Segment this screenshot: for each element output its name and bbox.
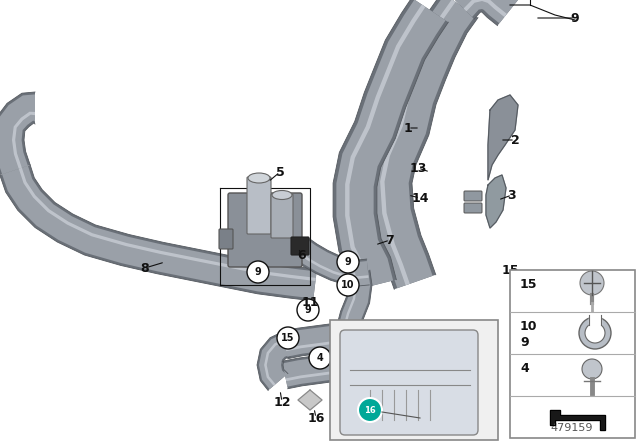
Polygon shape — [285, 341, 369, 355]
Circle shape — [585, 323, 605, 343]
Polygon shape — [282, 324, 384, 359]
Text: 9: 9 — [520, 336, 529, 349]
Text: 9: 9 — [305, 305, 312, 315]
Polygon shape — [380, 80, 395, 185]
Polygon shape — [550, 410, 605, 430]
Polygon shape — [292, 237, 369, 286]
Polygon shape — [486, 175, 506, 228]
Polygon shape — [259, 335, 289, 389]
Text: 15: 15 — [281, 333, 295, 343]
Circle shape — [247, 261, 269, 283]
Polygon shape — [283, 356, 382, 387]
Polygon shape — [463, 0, 507, 17]
Circle shape — [580, 271, 604, 295]
Text: 10: 10 — [341, 280, 355, 290]
Polygon shape — [338, 271, 370, 345]
Polygon shape — [368, 0, 478, 289]
Polygon shape — [285, 371, 369, 383]
Polygon shape — [333, 0, 448, 290]
Ellipse shape — [272, 190, 292, 199]
Text: 7: 7 — [386, 233, 394, 246]
Polygon shape — [365, 345, 391, 403]
FancyBboxPatch shape — [219, 229, 233, 249]
Polygon shape — [488, 95, 518, 180]
Polygon shape — [2, 166, 317, 298]
Text: 9: 9 — [344, 257, 351, 267]
Circle shape — [277, 327, 299, 349]
Text: 8: 8 — [141, 262, 149, 275]
Text: 16: 16 — [307, 412, 324, 425]
Text: 1: 1 — [404, 121, 412, 134]
Polygon shape — [589, 315, 601, 325]
Polygon shape — [0, 92, 35, 175]
Circle shape — [297, 299, 319, 321]
Polygon shape — [264, 340, 284, 386]
FancyBboxPatch shape — [291, 237, 309, 255]
Text: 4: 4 — [317, 353, 323, 363]
Polygon shape — [371, 0, 476, 288]
Text: 12: 12 — [273, 396, 291, 409]
Polygon shape — [337, 0, 445, 289]
Polygon shape — [448, 0, 520, 23]
Circle shape — [579, 317, 611, 349]
Text: 9: 9 — [255, 267, 261, 277]
Text: 479159: 479159 — [551, 423, 593, 433]
Ellipse shape — [248, 173, 270, 183]
Text: 14: 14 — [412, 191, 429, 204]
Text: 6: 6 — [298, 249, 307, 262]
Polygon shape — [342, 272, 357, 345]
Polygon shape — [257, 333, 290, 391]
FancyBboxPatch shape — [340, 330, 478, 435]
Text: 11: 11 — [301, 296, 319, 309]
Polygon shape — [336, 270, 372, 345]
Polygon shape — [364, 344, 393, 405]
Polygon shape — [0, 95, 35, 174]
Polygon shape — [446, 0, 522, 26]
Circle shape — [337, 251, 359, 273]
Polygon shape — [298, 390, 322, 410]
Circle shape — [337, 274, 359, 296]
FancyBboxPatch shape — [330, 320, 498, 440]
Text: 3: 3 — [508, 189, 516, 202]
FancyBboxPatch shape — [510, 270, 635, 438]
Polygon shape — [12, 112, 35, 169]
Polygon shape — [0, 165, 317, 301]
Polygon shape — [380, 0, 456, 285]
Polygon shape — [367, 354, 380, 392]
FancyBboxPatch shape — [247, 177, 271, 234]
Text: 16: 16 — [364, 405, 376, 414]
FancyBboxPatch shape — [464, 191, 482, 201]
Text: 13: 13 — [410, 161, 427, 175]
FancyBboxPatch shape — [464, 203, 482, 213]
Text: 9: 9 — [571, 12, 579, 25]
Text: 4: 4 — [520, 362, 529, 375]
Polygon shape — [283, 326, 382, 358]
Text: 10: 10 — [520, 319, 538, 332]
Polygon shape — [294, 239, 369, 284]
Circle shape — [309, 347, 331, 369]
Text: 2: 2 — [511, 134, 520, 146]
Circle shape — [582, 359, 602, 379]
Polygon shape — [297, 251, 369, 279]
Polygon shape — [282, 354, 383, 389]
Polygon shape — [19, 168, 316, 281]
Polygon shape — [345, 4, 426, 288]
Text: 15: 15 — [520, 277, 538, 290]
Text: 15: 15 — [501, 263, 519, 276]
FancyBboxPatch shape — [271, 194, 293, 238]
FancyBboxPatch shape — [228, 193, 302, 267]
Circle shape — [358, 398, 382, 422]
Text: 5: 5 — [276, 165, 284, 178]
